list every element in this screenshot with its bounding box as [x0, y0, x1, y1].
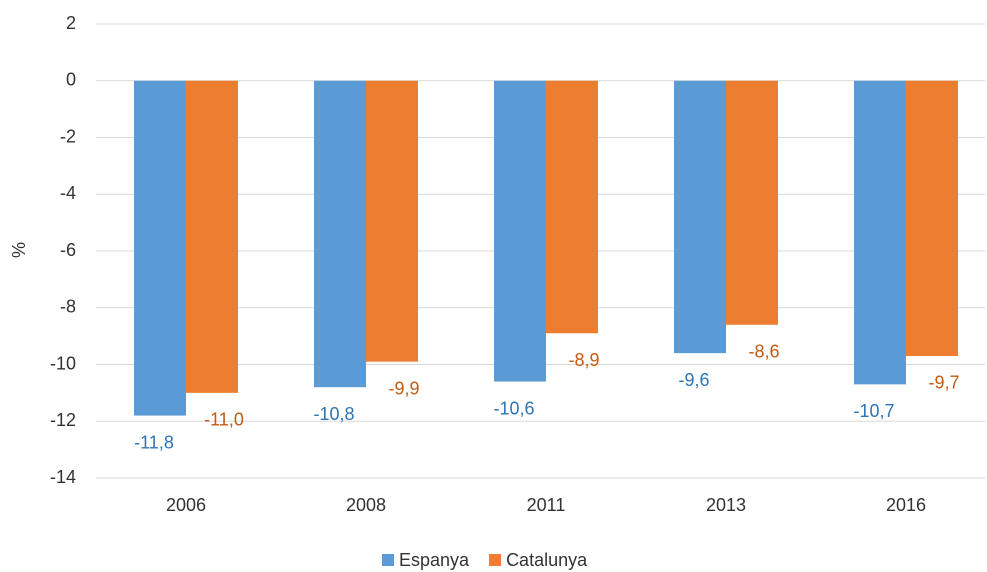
y-tick-label: 0	[66, 70, 76, 90]
x-tick-label: 2008	[346, 495, 386, 515]
data-label: -9,7	[928, 373, 959, 393]
data-label: -8,6	[748, 342, 779, 362]
data-label: -8,9	[568, 350, 599, 370]
x-tick-label: 2006	[166, 495, 206, 515]
y-tick-label: -14	[50, 467, 76, 487]
bar	[854, 80, 906, 385]
bar	[546, 80, 598, 334]
y-axis-label: %	[9, 242, 29, 258]
bar	[494, 80, 546, 382]
y-tick-label: -12	[50, 410, 76, 430]
data-label: -9,6	[678, 370, 709, 390]
data-label: -10,7	[853, 401, 894, 421]
x-tick-label: 2011	[527, 495, 566, 515]
data-label: -10,6	[493, 398, 534, 418]
bar	[366, 80, 418, 362]
bar	[726, 80, 778, 325]
data-label: -9,9	[388, 378, 419, 398]
bar	[674, 80, 726, 354]
bar	[186, 80, 238, 393]
y-tick-label: -4	[60, 183, 76, 203]
data-label: -11,8	[134, 432, 174, 452]
data-label: -10,8	[313, 404, 354, 424]
bar	[906, 80, 958, 356]
y-tick-label: -6	[60, 240, 76, 260]
y-tick-label: -8	[60, 297, 76, 317]
y-tick-label: 2	[66, 13, 76, 33]
legend-label: Catalunya	[506, 550, 588, 570]
bar	[314, 80, 366, 388]
x-tick-label: 2016	[886, 495, 926, 515]
legend-label: Espanya	[399, 550, 470, 570]
bar	[134, 80, 186, 416]
data-label: -11,0	[204, 410, 244, 430]
legend-swatch	[489, 554, 502, 566]
x-tick-label: 2013	[706, 495, 746, 515]
y-tick-label: -2	[60, 126, 76, 146]
y-tick-label: -10	[50, 353, 76, 373]
legend-swatch	[382, 554, 394, 566]
